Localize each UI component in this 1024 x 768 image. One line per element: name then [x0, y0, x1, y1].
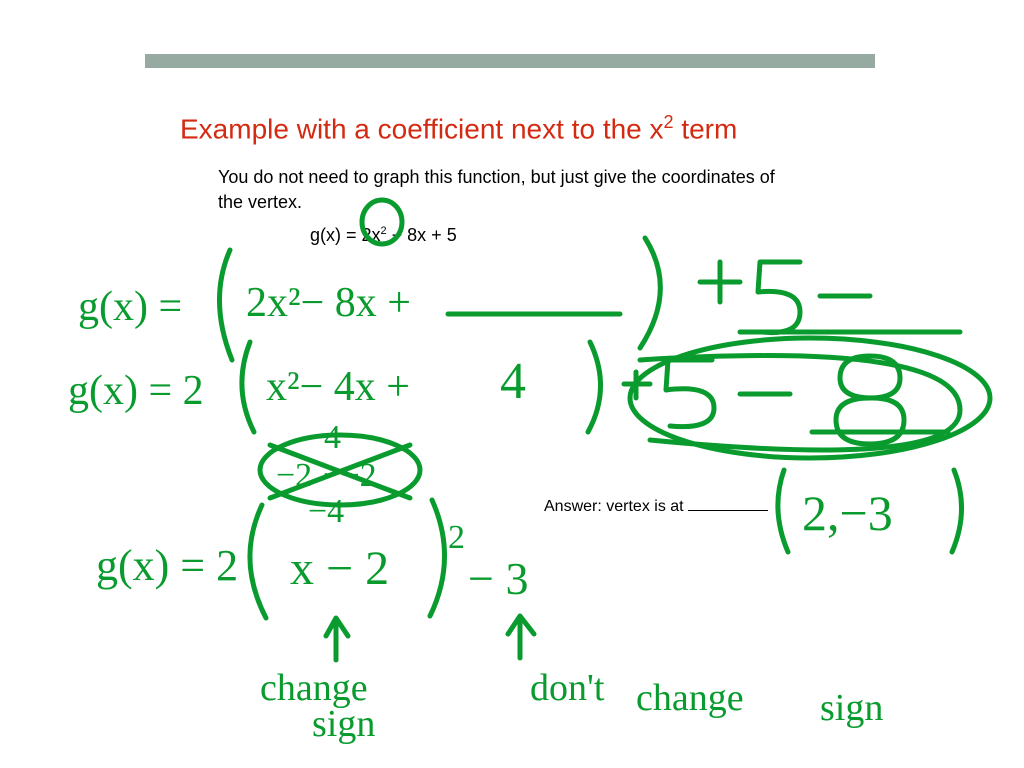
handwritten-text: g(x) = 2x²− 8x + g(x) = 2 x²− 4x + 4 4 −… — [68, 280, 893, 745]
answer-prompt: Answer: vertex is at — [544, 496, 768, 516]
svg-text:change: change — [636, 677, 744, 719]
svg-text:−2 · −2: −2 · −2 — [276, 457, 377, 494]
title-tail: term — [674, 113, 738, 144]
svg-text:x − 2: x − 2 — [290, 542, 389, 595]
svg-text:g(x) =: g(x) = — [78, 284, 182, 330]
answer-blank — [688, 496, 768, 511]
answer-label: Answer: vertex is at — [544, 498, 688, 515]
svg-text:g(x) = 2: g(x) = 2 — [96, 541, 238, 590]
svg-text:4: 4 — [324, 419, 341, 456]
svg-text:don't: don't — [530, 667, 605, 709]
svg-text:x²− 4x +: x²− 4x + — [266, 364, 410, 410]
svg-text:2x²− 8x +: 2x²− 8x + — [246, 280, 411, 326]
instruction-text: You do not need to graph this function, … — [218, 165, 778, 215]
svg-text:g(x) = 2: g(x) = 2 — [68, 368, 204, 414]
svg-text:sign: sign — [820, 687, 883, 729]
problem-equation: g(x) = 2x2 − 8x + 5 — [310, 225, 457, 246]
page-title: Example with a coefficient next to the x… — [180, 112, 880, 145]
svg-text:− 3: − 3 — [468, 553, 528, 604]
eq-lhs: g(x) = 2x — [310, 225, 381, 245]
eq-rhs: − 8x + 5 — [387, 225, 457, 245]
title-text: Example with a coefficient next to the x — [180, 113, 664, 144]
svg-text:4: 4 — [500, 353, 526, 410]
svg-text:−4: −4 — [308, 493, 344, 530]
svg-text:change: change — [260, 667, 368, 709]
title-sup: 2 — [664, 112, 674, 132]
divider-bar — [145, 54, 875, 68]
svg-text:2,−3: 2,−3 — [802, 485, 893, 541]
svg-text:2: 2 — [448, 519, 465, 556]
svg-text:sign: sign — [312, 703, 375, 745]
